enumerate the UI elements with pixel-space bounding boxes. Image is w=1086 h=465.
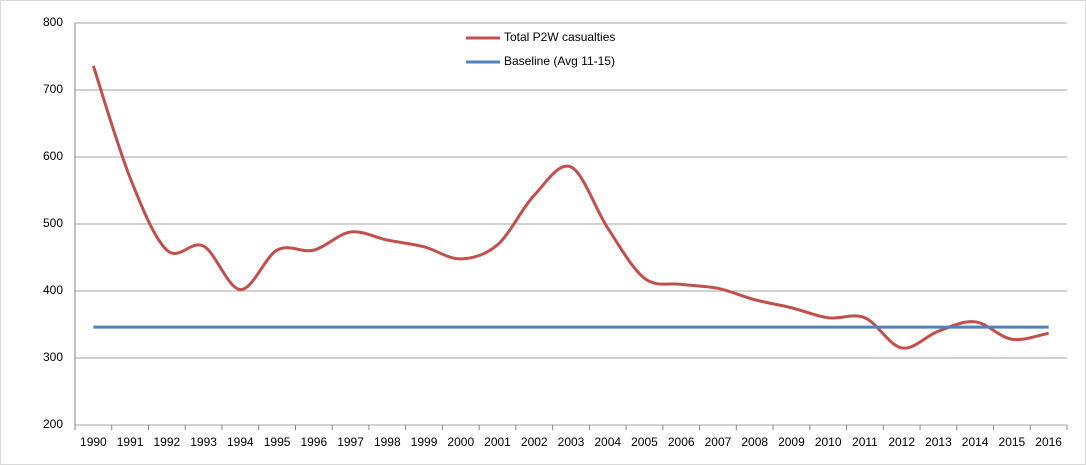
x-tick-label: 2010 [815, 435, 842, 449]
x-tick-label: 1997 [337, 435, 364, 449]
x-tick-label: 2004 [594, 435, 621, 449]
x-tick-label: 1990 [80, 435, 107, 449]
x-tick-label: 1993 [190, 435, 217, 449]
y-tick-label: 400 [43, 283, 63, 297]
y-tick-label: 800 [43, 15, 63, 29]
x-tick-label: 1994 [227, 435, 254, 449]
x-tick-label: 1992 [154, 435, 181, 449]
y-tick-label: 600 [43, 149, 63, 163]
x-tick-label: 2013 [925, 435, 952, 449]
x-tick-label: 2006 [668, 435, 695, 449]
y-tick-label: 200 [43, 417, 63, 431]
x-tick-label: 1991 [117, 435, 144, 449]
x-tick-label: 2015 [999, 435, 1026, 449]
x-tick-label: 1998 [374, 435, 401, 449]
x-tick-label: 2008 [741, 435, 768, 449]
x-tick-label: 2000 [447, 435, 474, 449]
legend-label: Baseline (Avg 11-15) [504, 54, 615, 68]
x-tick-label: 2002 [521, 435, 548, 449]
x-tick-label: 2016 [1035, 435, 1062, 449]
legend-label: Total P2W casualties [504, 30, 615, 44]
x-tick-label: 2012 [888, 435, 915, 449]
x-tick-label: 2005 [631, 435, 658, 449]
x-tick-label: 2014 [962, 435, 989, 449]
y-tick-label: 500 [43, 216, 63, 230]
x-tick-label: 2007 [705, 435, 732, 449]
x-tick-label: 2001 [484, 435, 511, 449]
y-tick-label: 700 [43, 82, 63, 96]
x-tick-label: 2003 [558, 435, 585, 449]
x-tick-label: 1999 [411, 435, 438, 449]
series-line [91, 65, 1049, 350]
x-tick-label: 2009 [778, 435, 805, 449]
y-tick-label: 300 [43, 350, 63, 364]
x-tick-label: 1995 [264, 435, 291, 449]
x-tick-label: 2011 [852, 435, 878, 449]
x-tick-label: 1996 [300, 435, 327, 449]
